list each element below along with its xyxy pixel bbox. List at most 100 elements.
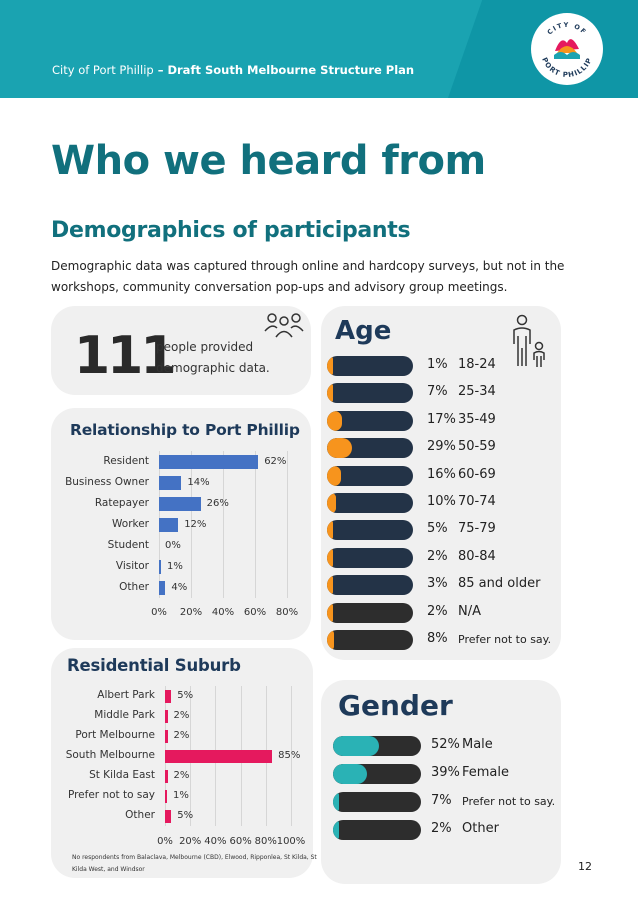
progress-pill [333,764,421,784]
progress-fill [327,520,333,541]
bar [165,689,172,703]
summary-card [51,306,311,395]
category-label: South Melbourne [65,749,155,761]
progress-pill [333,736,421,756]
progress-pill [327,493,413,513]
age-title: Age [335,316,392,346]
header-org: City of Port Phillip [52,63,154,77]
bar-value-label: 5% [177,690,194,701]
category-label: Prefer not to say. [462,795,556,808]
category-label: Resident [103,454,149,467]
progress-pill [327,602,413,623]
bar-value-label: 12% [184,518,207,530]
category-label: Other [125,809,155,821]
progress-fill [327,465,341,486]
progress-fill [327,602,333,623]
progress-fill [333,764,368,784]
category-label: Ratepayer [94,496,149,509]
category-label: 80-84 [458,548,496,564]
axis-tick-label: 0% [157,836,173,847]
progress-fill [327,575,333,596]
header-separator: – [153,63,168,77]
gridline [255,451,256,598]
intro-paragraph: Demographic data was captured through on… [51,259,565,294]
category-label: Worker [112,517,149,530]
progress-pill [327,383,413,404]
gridline [287,451,288,598]
progress-pill [327,410,413,431]
bar-value-label: 26% [206,497,229,509]
percent-value: 2% [427,548,448,564]
progress-pill [327,547,413,568]
bar-value-label: 85% [278,750,301,761]
axis-tick-label: 60% [243,607,267,618]
progress-pill [327,356,413,376]
progress-pill [327,465,413,486]
bar-value-label: 2% [173,710,190,721]
category-label: Business Owner [65,475,149,488]
relationship-card [51,408,311,640]
bar-value-label: 2% [173,730,190,741]
gridline [223,451,224,598]
gridline [291,686,292,826]
suburb-footnote: No respondents from Balaclava, Melbourne… [72,854,317,873]
axis-tick-label: 20% [179,836,202,847]
progress-fill [327,438,352,459]
progress-fill [333,792,340,812]
section-subtitle: Demographics of participants [51,218,411,243]
category-label: St Kilda East [89,769,155,781]
percent-value: 52% [431,737,460,752]
bar [159,475,182,490]
category-label: N/A [458,603,481,619]
progress-fill [333,736,379,756]
category-label: 60-69 [458,466,496,482]
percent-value: 7% [427,384,448,400]
page-header: City of Port Phillip – Draft South Melbo… [0,0,638,98]
category-label: 85 and older [458,576,541,592]
bar-value-label: 0% [165,539,181,551]
percent-value: 10% [427,494,456,509]
progress-fill [327,356,333,376]
category-label: Port Melbourne [75,729,155,741]
gender-title: Gender [338,689,453,722]
svg-text:CITY OF: CITY OF [546,21,589,37]
bar [165,709,168,723]
category-label: Middle Park [94,709,155,721]
parent-child-icon [513,314,545,367]
axis-tick-label: 40% [211,607,235,618]
category-label: Prefer not to say [67,789,155,801]
progress-fill [327,410,342,431]
progress-fill [327,547,333,568]
bar [165,749,273,763]
category-label: 35-49 [458,411,496,427]
header-text: City of Port Phillip – Draft South Melbo… [52,63,414,77]
progress-pill [327,630,413,650]
percent-value: 2% [431,821,452,836]
percent-value: 39% [431,765,460,780]
participant-count: 111 [74,326,177,386]
axis-tick-label: 80% [254,836,277,847]
bar-value-label: 1% [173,790,189,801]
bar-value-label: 2% [173,770,190,781]
axis-tick-label: 100% [276,836,306,847]
category-label: 25-34 [458,384,496,400]
category-label: Female [462,765,510,780]
category-label: 50-59 [458,439,496,455]
bar [165,809,172,823]
axis-tick-label: 0% [151,607,167,618]
percent-value: 7% [431,793,452,808]
percent-value: 1% [427,357,448,372]
category-label: 75-79 [458,521,496,537]
progress-pill [327,575,413,596]
bar-value-label: 4% [171,581,188,593]
gridline [191,451,192,598]
bar [159,454,259,469]
percent-value: 17% [427,411,456,427]
axis-tick-label: 20% [179,607,203,618]
bar [165,789,167,803]
progress-fill [327,493,336,513]
bar [159,517,179,532]
bar [159,559,161,574]
category-label: Visitor [115,559,149,572]
category-label: Albert Park [97,689,155,701]
